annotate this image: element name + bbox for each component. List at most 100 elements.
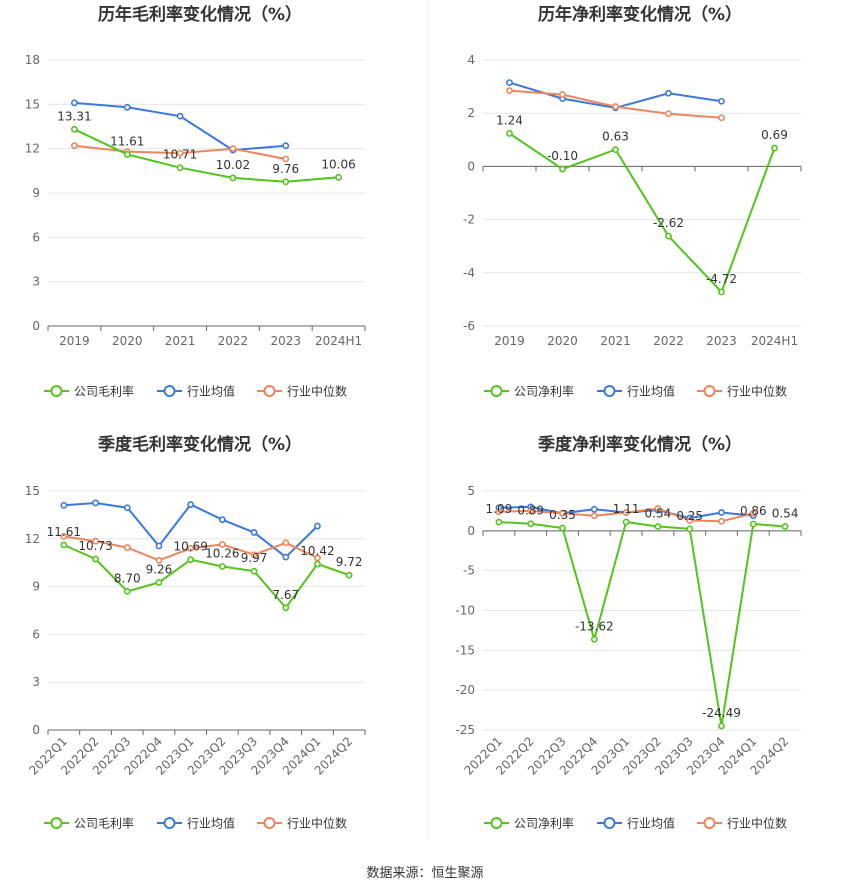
y-tick-label: -4 (463, 266, 475, 280)
data-label: 0.54 (772, 507, 799, 521)
data-point-company (665, 232, 672, 240)
legend-swatch-marker (50, 817, 63, 829)
y-tick-label: 15 (25, 484, 40, 498)
legend-swatch-marker (703, 817, 716, 829)
annual-net-margin-svg: 历年净利率变化情况（%） -6 -4 -2 0 2 4 2019 2020 2021 2022 202… (463, 4, 802, 399)
y-tick-label: 3 (32, 675, 40, 689)
y-tick-label: 2 (467, 106, 475, 120)
legend-swatch-marker (490, 817, 503, 829)
data-label: 13.31 (57, 109, 91, 123)
data-point-company (506, 130, 513, 137)
data-point-industry_avg (92, 499, 99, 507)
data-point-industry_avg (123, 103, 131, 111)
data-point-industry_median (590, 512, 598, 520)
data-point-company (123, 587, 131, 595)
legend-label: 行业均值 (627, 816, 675, 831)
chart-title: 季度净利率变化情况（%） (538, 434, 742, 455)
x-tick-label: 2024H1 (751, 334, 798, 348)
data-point-industry_median (314, 554, 321, 562)
data-point-company (187, 556, 195, 564)
series-line-industry_avg (74, 101, 286, 152)
y-tick-label: 0 (32, 723, 40, 737)
legend-label: 公司净利率 (514, 384, 574, 399)
data-source-note: 数据来源：恒生聚源 (366, 866, 484, 881)
data-point-industry_median (718, 114, 725, 122)
data-point-industry_median (718, 517, 725, 525)
data-point-company (495, 518, 503, 526)
data-point-company (71, 125, 78, 133)
data-point-industry_median (527, 507, 535, 515)
data-point-industry_median (654, 505, 662, 512)
annual-net-margin-chart: 历年净利率变化情况（%） -6 -4 -2 0 2 4 2019 2020 2021 2022 202… (428, 0, 850, 420)
x-tick-label: 2021 (165, 334, 196, 348)
series-line-company (498, 520, 786, 727)
data-label: -13.62 (575, 619, 614, 633)
y-tick-label: -6 (463, 319, 475, 333)
data-point-company (771, 144, 778, 152)
data-label: 10.69 (173, 540, 207, 554)
data-point-industry_avg (60, 501, 68, 509)
y-tick-label: 9 (32, 580, 40, 594)
data-label: -2.62 (653, 216, 684, 230)
data-point-company (590, 635, 598, 643)
data-point-company (686, 525, 694, 533)
y-tick-label: 9 (32, 186, 40, 200)
y-tick-label: 6 (32, 627, 40, 641)
legend-swatch-marker (603, 385, 616, 397)
data-label: 9.26 (146, 562, 173, 576)
data-point-company (345, 571, 353, 579)
data-point-industry_median (176, 149, 184, 157)
data-point-industry_median (123, 544, 131, 551)
data-point-industry_avg (218, 516, 226, 524)
y-tick-label: -15 (455, 643, 475, 657)
data-label: 11.61 (110, 134, 144, 148)
data-point-industry_median (495, 508, 503, 516)
series-line-company (63, 544, 350, 610)
annual-gross-margin-chart: 历年毛利率变化情况（%） 0 3 6 9 12 15 18 2019 2020 2021 2022 20… (0, 0, 425, 420)
x-tick-label: 2022 (218, 334, 249, 348)
data-label: 0.35 (549, 508, 576, 522)
data-label: 11.61 (47, 525, 81, 539)
quarterly-gross-margin-svg: 季度毛利率变化情况（%）036912152022Q12022Q22022Q320… (25, 434, 366, 831)
data-label: 9.72 (336, 555, 363, 569)
legend-swatch-marker (263, 385, 276, 397)
data-label: 0.54 (645, 507, 672, 521)
y-tick-label: 12 (25, 142, 40, 156)
legend-swatch-marker (263, 817, 276, 829)
data-point-company (229, 174, 237, 182)
y-tick-label: -2 (463, 213, 475, 227)
legend-label: 公司毛利率 (74, 384, 134, 399)
data-label: 0.63 (602, 130, 629, 144)
data-label: 10.71 (163, 148, 197, 162)
panel-divider (427, 0, 428, 840)
y-tick-label: 6 (32, 230, 40, 244)
data-point-industry_median (749, 509, 757, 517)
data-point-company (612, 146, 619, 154)
data-label: 0.69 (761, 128, 788, 142)
legend-swatch-marker (490, 385, 503, 397)
data-point-industry_avg (282, 553, 290, 561)
y-tick-label: 0 (467, 159, 475, 173)
data-point-company (527, 520, 535, 528)
data-point-industry_median (229, 145, 237, 153)
legend-swatch-marker (163, 817, 176, 829)
data-point-company (92, 555, 99, 563)
data-point-industry_avg (123, 504, 131, 512)
data-point-industry_median (155, 556, 163, 564)
data-label: 10.73 (78, 539, 112, 553)
data-point-industry_avg (506, 79, 513, 87)
legend-label: 行业中位数 (727, 816, 787, 831)
data-point-industry_median (60, 533, 68, 540)
data-label: 7.67 (272, 588, 299, 602)
data-point-company (60, 541, 68, 549)
data-label: 10.06 (321, 157, 355, 171)
chart-title: 历年毛利率变化情况（%） (98, 4, 302, 25)
quarterly-net-margin-svg: 季度净利率变化情况（%）-25-20-15-10-5052022Q12022Q2… (455, 434, 802, 831)
y-tick-label: -10 (455, 604, 475, 618)
data-point-industry_avg (718, 509, 725, 516)
data-label: -24.49 (702, 706, 741, 720)
y-tick-label: 5 (467, 484, 475, 498)
data-point-company (314, 560, 321, 568)
data-point-company (335, 173, 342, 181)
data-label: 9.97 (241, 551, 268, 565)
